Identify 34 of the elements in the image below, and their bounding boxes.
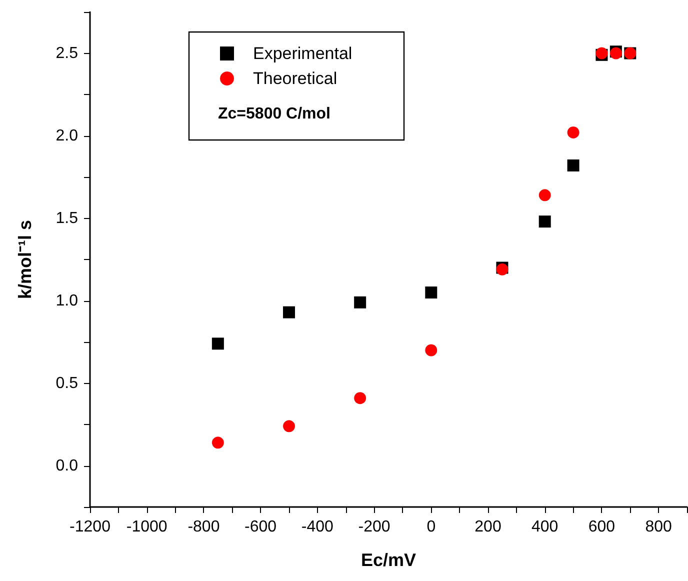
y-tick-label: 1.5: [56, 210, 78, 227]
x-tick-label: -200: [358, 518, 390, 536]
y-axis-title: k/mol⁻¹l s: [15, 220, 35, 300]
point: [354, 392, 366, 404]
y-tick-label: 1.0: [56, 292, 78, 310]
x-tick-label: -400: [301, 518, 334, 536]
y-tick-label: 2.5: [56, 44, 78, 62]
annotation: Zc=5800 C/mol: [218, 106, 330, 122]
point: [538, 216, 551, 228]
legend-label: Experimental: [253, 44, 352, 63]
x-tick-label: -600: [244, 518, 277, 536]
x-tick-label: 200: [474, 518, 502, 536]
point: [567, 159, 580, 172]
x-tick-label: 400: [532, 518, 558, 536]
point: [538, 189, 551, 202]
point: [283, 306, 295, 318]
x-tick-label: 0: [426, 518, 436, 536]
x-tick-label: -1200: [70, 518, 111, 536]
point: [283, 420, 295, 432]
point: [425, 286, 438, 298]
point: [567, 126, 580, 138]
legend-label: Theoretical: [253, 69, 338, 88]
point: [212, 436, 224, 449]
x-tick-label: -800: [188, 518, 220, 536]
point: [212, 338, 224, 350]
y-tick-label: 0.5: [56, 374, 78, 392]
point: [354, 296, 366, 308]
x-tick-label: -1000: [126, 518, 168, 536]
x-axis-title: Ec/mV: [360, 550, 416, 570]
y-tick-label: 2.0: [56, 127, 78, 144]
y-tick-label: 0.0: [56, 457, 78, 474]
point: [425, 344, 438, 356]
x-tick-label: 800: [645, 518, 672, 536]
x-tick-label: 600: [588, 518, 616, 536]
